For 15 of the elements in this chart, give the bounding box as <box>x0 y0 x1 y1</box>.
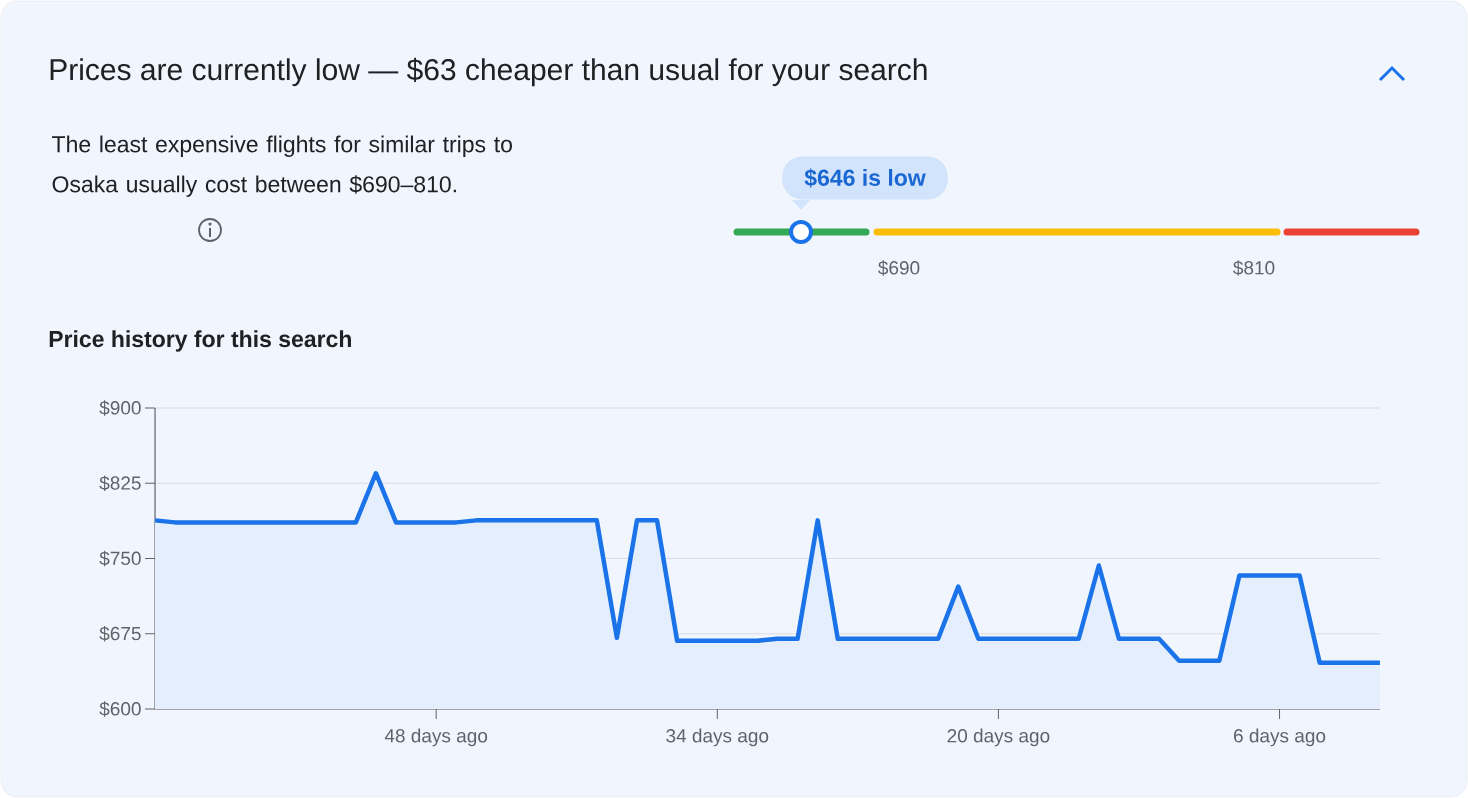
text: $810 <box>1233 260 1275 276</box>
text: Prices are currently low — $63 cheaper than usual for your search <box>50 57 927 87</box>
x-tick-label: 48 days ago <box>384 728 488 747</box>
text: $646 is low <box>804 168 926 188</box>
y-tick-label: $675 <box>99 626 141 642</box>
x-tick-label: 6 days ago <box>1234 728 1326 747</box>
text: The least expensive flights for similar trips to Osaka usually cost between $690–810. <box>52 135 512 197</box>
chart-title: Price history for this search <box>49 330 351 352</box>
y-tick-label: $600 <box>99 701 141 717</box>
y-tick-label: $750 <box>99 550 141 567</box>
x-tick-label: 20 days ago <box>947 728 1050 747</box>
y-tick-label: $825 <box>99 475 141 491</box>
y-tick-label: $900 <box>99 400 141 416</box>
x-tick-label: 34 days ago <box>666 728 769 747</box>
text: $690 <box>878 260 920 276</box>
